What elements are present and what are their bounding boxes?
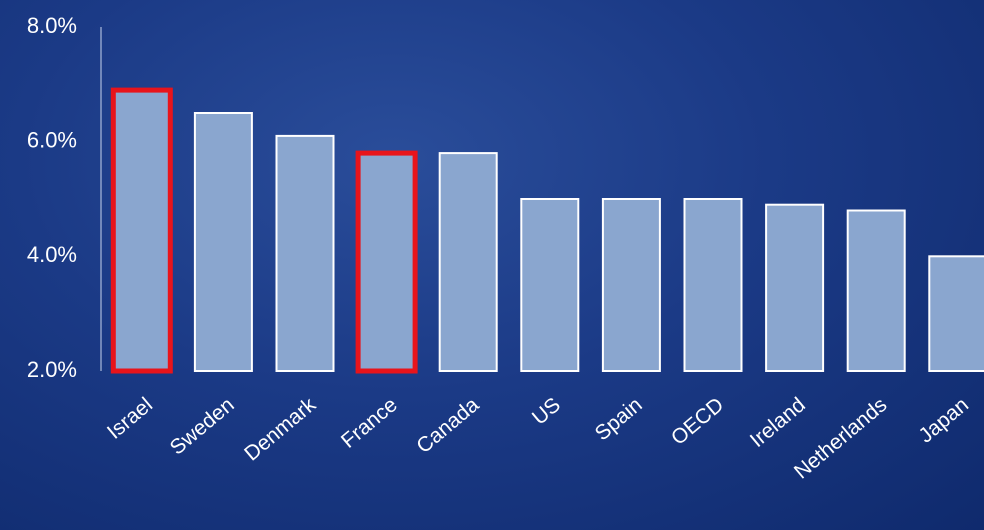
x-tick-label-spain: Spain [591, 393, 647, 445]
bar-japan [928, 255, 984, 372]
x-tick-label-france: France [337, 393, 402, 453]
bar-oecd [683, 198, 743, 372]
bar-netherlands [846, 209, 906, 372]
y-axis: 2.0% 4.0% 6.0% 8.0% [27, 13, 102, 382]
bar-israel [110, 87, 173, 374]
bar-france [355, 150, 418, 374]
bar-denmark [275, 134, 335, 372]
x-axis-labels: Israel Sweden Denmark France Canada US Spain OE… [103, 393, 973, 484]
bar-us [520, 198, 580, 372]
y-tick-label: 8.0% [27, 13, 77, 38]
y-tick-label: 4.0% [27, 242, 77, 267]
bar-sweden [193, 112, 253, 372]
x-tick-label-denmark: Denmark [240, 393, 320, 466]
x-tick-label-sweden: Sweden [166, 393, 239, 459]
bar-ireland [765, 203, 825, 372]
bar-canada [438, 152, 498, 372]
x-tick-label-ireland: Ireland [746, 393, 810, 452]
y-tick-label: 2.0% [27, 357, 77, 382]
bar-spain [601, 198, 661, 372]
x-tick-label-us: US [528, 393, 565, 429]
x-tick-label-canada: Canada [412, 393, 483, 458]
x-tick-label-oecd: OECD [667, 393, 728, 450]
x-tick-label-israel: Israel [103, 393, 157, 444]
y-tick-label: 6.0% [27, 127, 77, 152]
x-tick-label-japan: Japan [914, 393, 973, 447]
bars [110, 87, 984, 374]
